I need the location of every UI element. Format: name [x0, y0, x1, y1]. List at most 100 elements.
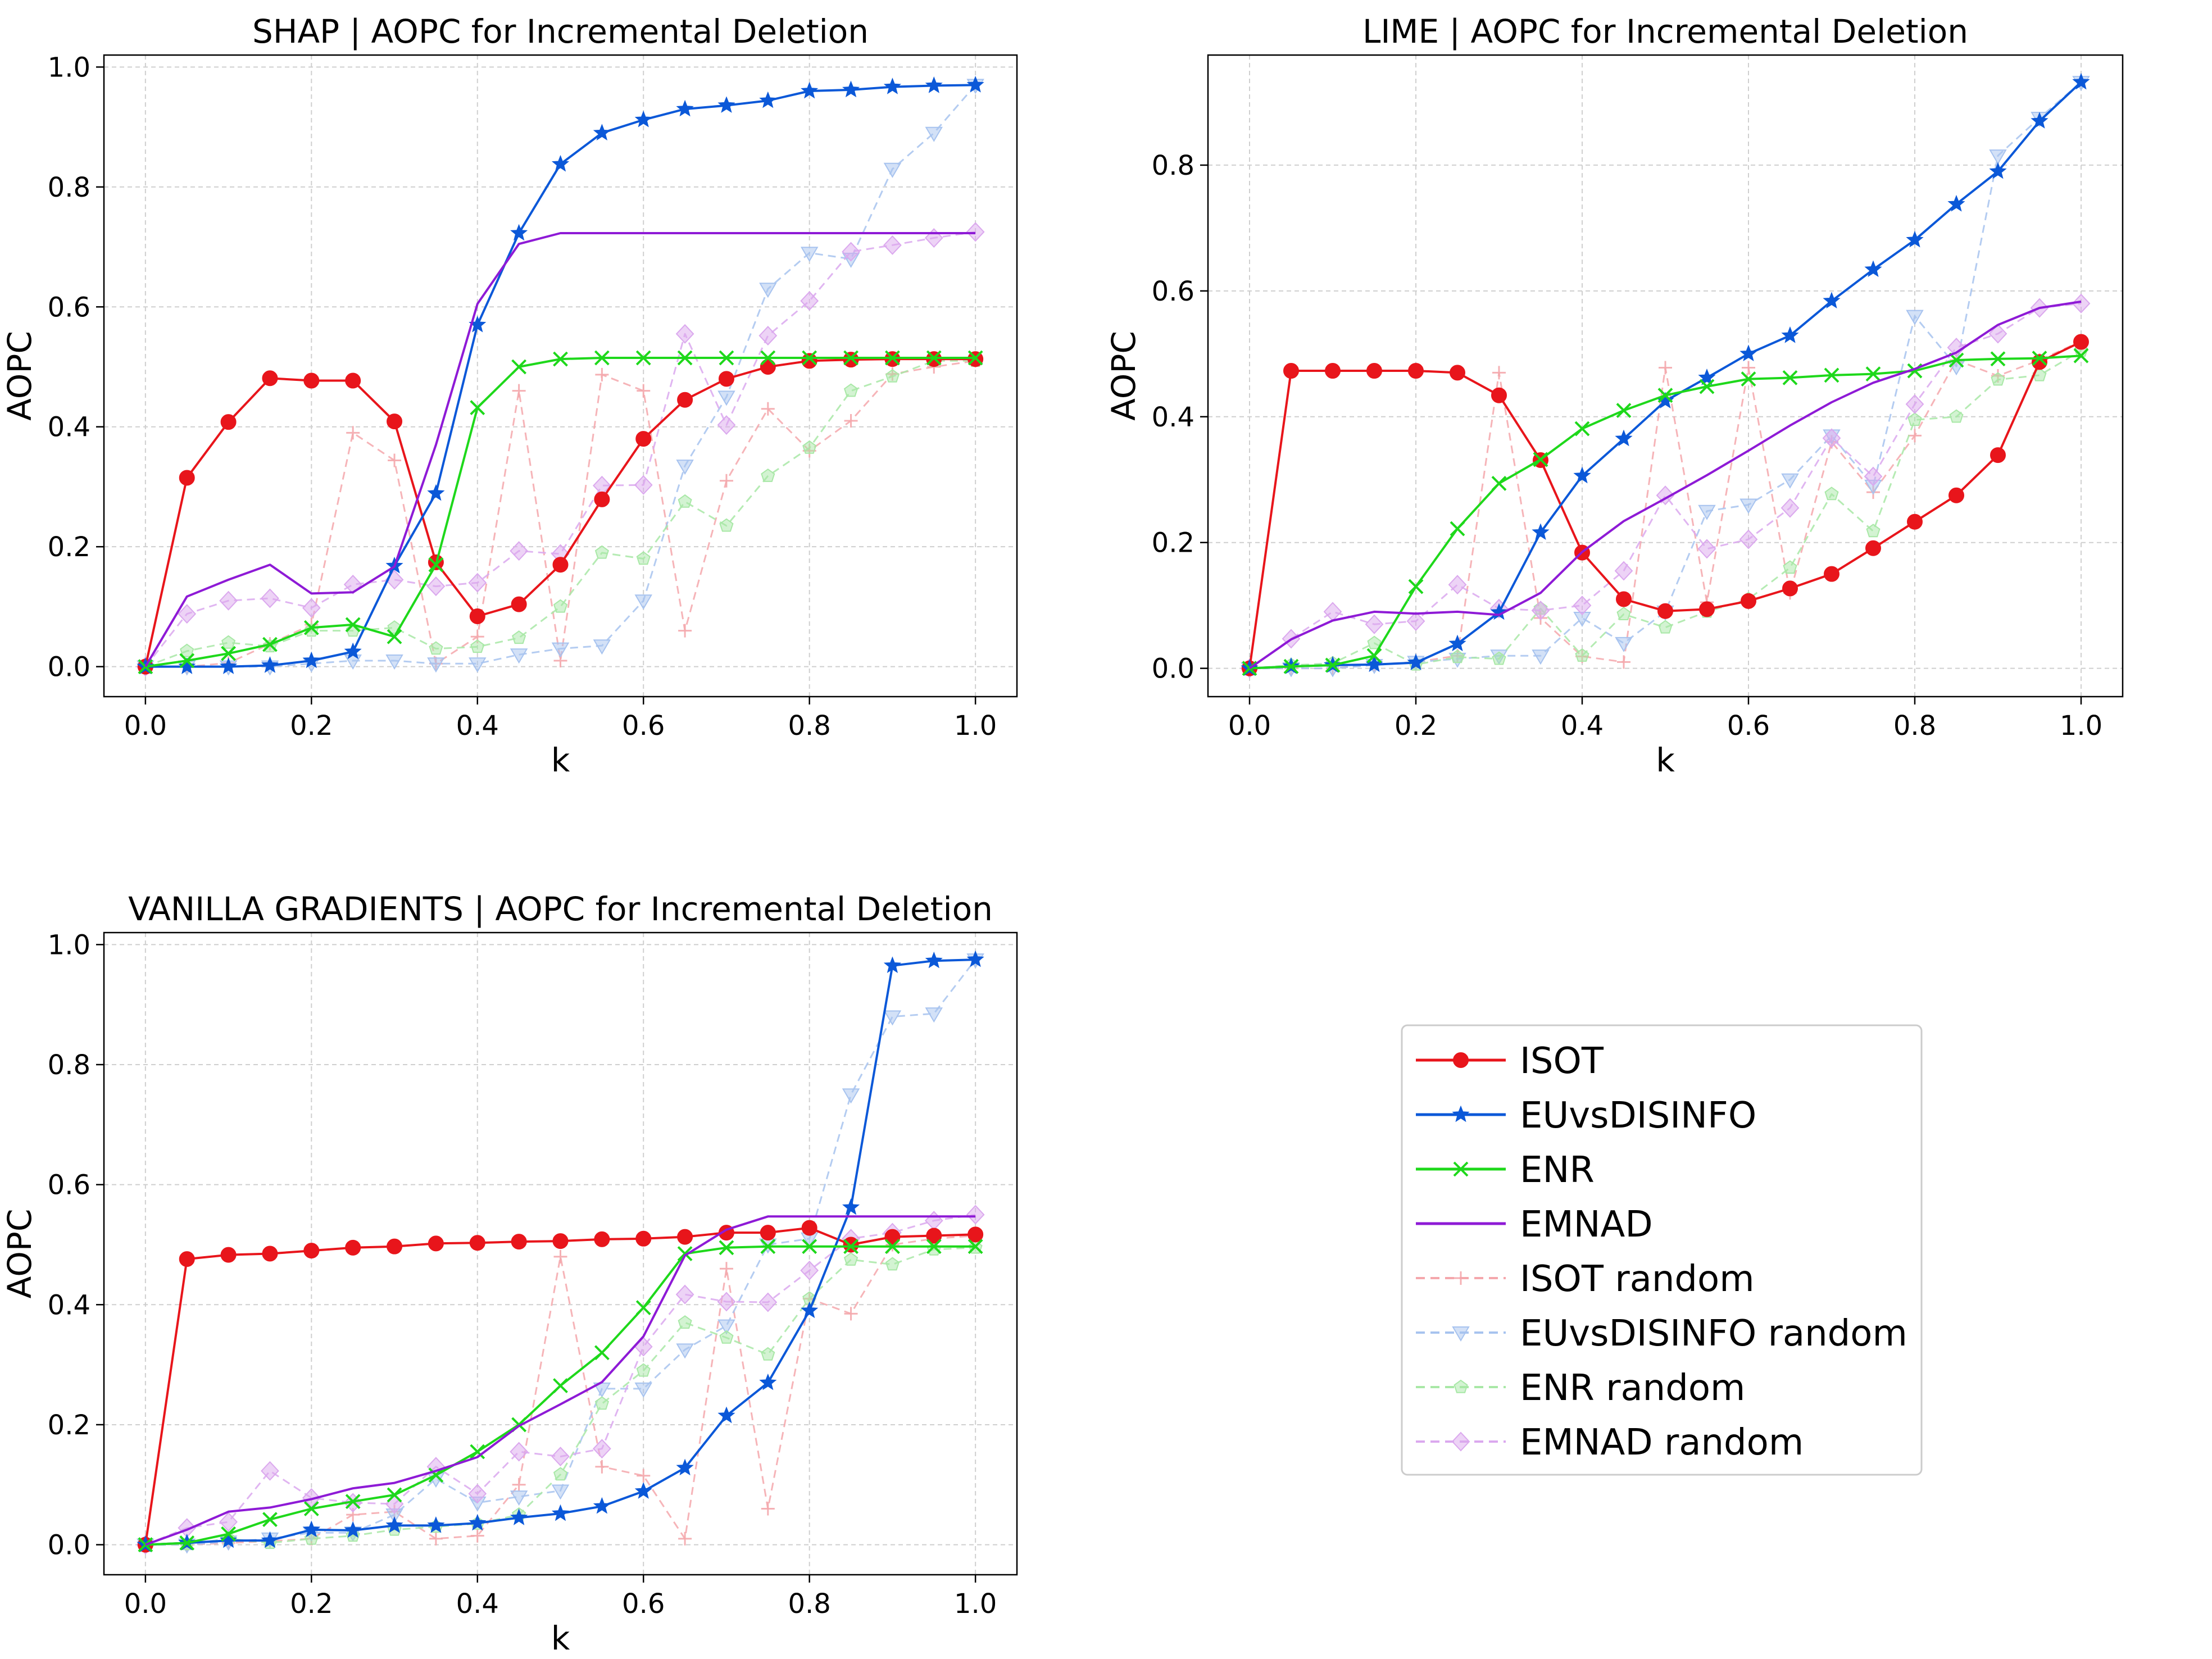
data-point-euvsdisinfo — [1781, 326, 1799, 343]
data-point-enr — [221, 646, 237, 661]
data-point-enr-random — [429, 641, 443, 655]
data-point-emnad-random — [592, 1439, 611, 1459]
data-point-isot — [1325, 363, 1341, 379]
data-point-enr — [1533, 452, 1548, 467]
data-point-euvsdisinfo-random — [883, 1010, 902, 1026]
data-point-euvsdisinfo-random — [717, 390, 735, 406]
data-point-isot — [179, 1251, 195, 1267]
data-point-enr-random — [594, 1396, 609, 1410]
data-point-isot-random — [512, 384, 526, 398]
data-point-isot — [262, 1246, 278, 1262]
data-point-emnad-random — [1822, 428, 1841, 448]
y-tick-label: 0.2 — [48, 531, 90, 563]
data-point-isot — [926, 1228, 942, 1244]
data-point-enr-random — [885, 1257, 900, 1271]
series-line-isot-random — [145, 360, 976, 668]
legend-label: EMNAD — [1520, 1204, 1653, 1246]
data-point-isot — [635, 431, 652, 447]
data-point-emnad-random — [551, 1447, 570, 1467]
data-point-emnad-random — [343, 574, 362, 594]
data-point-euvsdisinfo — [551, 1504, 570, 1521]
series-line-isot-random — [145, 1235, 976, 1546]
data-point-euvsdisinfo-random — [1781, 473, 1799, 489]
data-point-euvsdisinfo — [1823, 292, 1841, 309]
data-point-enr — [1699, 379, 1715, 394]
data-point-emnad-random — [261, 588, 279, 608]
data-point-enr — [2073, 348, 2089, 363]
data-point-enr — [677, 350, 693, 366]
data-point-enr-random — [1367, 635, 1382, 649]
chart-title: SHAP | AOPC for Incremental Deletion — [252, 12, 869, 51]
data-point-emnad-random — [1988, 324, 2007, 344]
data-point-enr — [470, 400, 485, 415]
data-point-enr-random — [1575, 648, 1589, 662]
data-point-emnad-random — [302, 598, 321, 618]
legend-label: EUvsDISINFO — [1520, 1095, 1756, 1137]
data-point-euvsdisinfo-random — [676, 460, 694, 475]
data-point-enr — [1782, 370, 1798, 385]
data-point-euvsdisinfo — [2031, 112, 2049, 129]
data-point-euvsdisinfo — [261, 1531, 279, 1548]
series-line-enr — [145, 1245, 976, 1546]
data-point-isot — [303, 372, 320, 389]
series-enr-random — [138, 353, 983, 673]
series-line-enr-random — [1249, 349, 2082, 670]
data-point-enr — [1491, 476, 1507, 491]
data-point-isot-random — [553, 1249, 567, 1263]
data-point-euvsdisinfo-random — [1989, 149, 2007, 165]
x-tick-label: 0.2 — [1395, 710, 1437, 742]
data-point-emnad-random — [219, 1512, 238, 1532]
data-point-isot — [387, 413, 403, 430]
series-enr — [1242, 348, 2089, 676]
data-point-isot — [2073, 334, 2089, 350]
data-point-euvsdisinfo — [883, 956, 902, 974]
data-point-emnad-random — [1531, 601, 1550, 621]
data-point-emnad-random — [966, 222, 985, 242]
plot-frame — [1207, 54, 2124, 698]
y-tick-label: 0.4 — [48, 412, 90, 443]
y-tick-label: 0.0 — [48, 1530, 90, 1561]
series-emnad-random — [136, 222, 985, 677]
data-point-isot — [345, 1239, 361, 1256]
data-point-emnad-random — [1448, 575, 1467, 595]
legend-entry-emnad-random: EMNAD random — [1416, 1422, 1804, 1463]
data-point-isot — [594, 1231, 610, 1247]
data-point-enr-random — [221, 635, 236, 649]
data-point-euvsdisinfo — [1407, 653, 1425, 670]
data-point-isot — [1366, 363, 1382, 379]
legend-label: EMNAD random — [1520, 1422, 1804, 1463]
data-point-isot — [760, 358, 776, 375]
shap-panel: 0.0 0.2 0.4 0.6 0.8 1.0 0.0 0.2 0.4 0.6 0.8 1.0 SHAP… — [1, 12, 1018, 779]
data-point-euvsdisinfo — [1490, 603, 1508, 620]
y-tick-label: 0.2 — [1152, 528, 1194, 559]
x-tick-label: 1.0 — [2060, 710, 2102, 742]
data-point-isot — [262, 370, 278, 387]
data-point-euvsdisinfo — [842, 1198, 860, 1215]
data-point-euvsdisinfo — [1573, 466, 1591, 484]
data-point-enr — [138, 659, 153, 675]
data-point-isot — [594, 491, 610, 507]
data-point-enr — [719, 350, 734, 366]
x-tick-label: 0.4 — [456, 1588, 499, 1620]
y-tick-label: 0.2 — [48, 1410, 90, 1441]
data-point-enr-random — [1907, 412, 1922, 426]
data-point-enr — [1283, 658, 1299, 674]
plot-frame — [103, 931, 1018, 1576]
x-axis-label: k — [551, 1619, 570, 1657]
series-line-enr-random — [145, 1247, 976, 1546]
data-point-euvsdisinfo-random — [634, 594, 652, 610]
y-tick-label: 0.4 — [48, 1289, 90, 1321]
legend-label: ENR random — [1520, 1367, 1745, 1409]
data-point-euvsdisinfo — [883, 78, 902, 94]
data-point-enr — [1325, 657, 1341, 673]
data-point-isot-random — [1617, 655, 1630, 669]
data-point-euvsdisinfo-random — [925, 126, 943, 142]
legend-entry-euvsdisinfo: EUvsDISINFO — [1416, 1095, 1756, 1137]
data-point-enr-random — [926, 1242, 941, 1256]
data-point-euvsdisinfo — [842, 80, 860, 98]
data-point-enr-random — [636, 1363, 651, 1377]
data-point-emnad-random — [468, 1484, 487, 1504]
chart-title: VANILLA GRADIENTS | AOPC for Incremental… — [128, 890, 993, 928]
data-point-enr — [1741, 371, 1756, 387]
data-point-enr-random — [1949, 409, 1964, 423]
